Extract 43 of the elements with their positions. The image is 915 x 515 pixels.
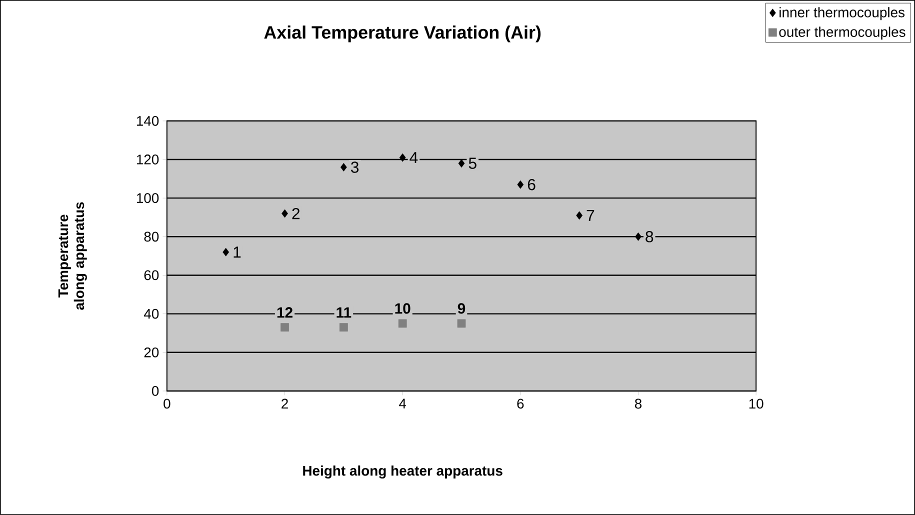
legend-label: inner thermocouples	[780, 7, 905, 20]
annotation: 10	[395, 303, 410, 314]
x-tick-label: 4	[399, 398, 406, 408]
point	[398, 319, 407, 328]
point	[282, 209, 288, 218]
point	[635, 232, 642, 241]
y-tick-label: 0	[152, 386, 159, 396]
annotation: 2	[292, 208, 300, 220]
point	[222, 248, 230, 256]
y-tick-label: 40	[144, 308, 159, 319]
y-tick-label: 120	[136, 154, 159, 164]
x-tick-label: 0	[164, 398, 170, 409]
y-tick-label: 20	[144, 348, 159, 358]
point	[458, 159, 465, 168]
annotation: 3	[350, 162, 359, 173]
annotation: 1	[234, 246, 241, 258]
y-tick-label: 60	[144, 270, 159, 280]
x-tick-label: 8	[634, 398, 642, 409]
annotation: 8	[646, 231, 654, 242]
x-axis-title: Height along heater apparatus	[303, 466, 502, 479]
annotation: 9	[458, 303, 466, 314]
x-tick-label: 2	[282, 398, 288, 409]
point	[457, 319, 466, 328]
annotation: 12	[277, 307, 292, 318]
x-tick-label: 6	[517, 398, 524, 409]
y-tick-label: 80	[144, 232, 159, 242]
annotation: 6	[528, 178, 536, 190]
annotation: 7	[586, 210, 594, 221]
point	[339, 323, 348, 332]
legend-label: outer thermocouples	[779, 26, 906, 40]
annotation: 5	[468, 158, 476, 169]
point	[517, 180, 524, 189]
annotation: 4	[410, 152, 418, 164]
chart-title: Axial Temperature Variation (Air)	[264, 26, 541, 42]
point	[399, 153, 406, 162]
point	[280, 323, 289, 332]
y-tick-label: 100	[136, 193, 159, 204]
point	[340, 163, 347, 172]
y-axis-title: Temperature along apparatus	[58, 202, 87, 310]
x-tick-label: 10	[749, 398, 764, 409]
annotation: 11	[336, 307, 352, 318]
y-tick-label: 140	[136, 116, 159, 126]
point	[576, 211, 583, 220]
